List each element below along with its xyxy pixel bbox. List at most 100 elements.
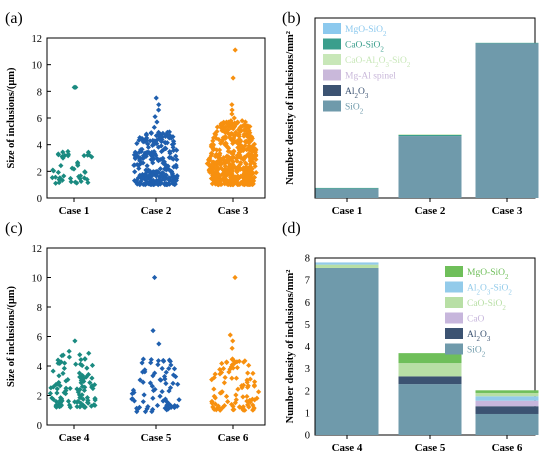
panel-a-point [74, 180, 80, 186]
panel-b-legend-swatch [323, 69, 341, 81]
panel-a-point [59, 177, 65, 183]
panel-c-point [246, 404, 252, 410]
panel-c-point [78, 400, 84, 406]
panel-c-point [163, 380, 169, 387]
panel-c-point [244, 379, 250, 385]
panel-b-category-label: Case 2 [415, 205, 446, 217]
panel-a-point [225, 158, 231, 164]
panel-a-point [149, 153, 155, 159]
panel-a-point [234, 166, 240, 172]
panel-c-point [80, 396, 86, 402]
panel-a-point [242, 160, 249, 166]
panel-a-point [55, 152, 62, 158]
panel-a-point [216, 172, 222, 178]
panel-c-point [167, 358, 173, 365]
panel-a-point [217, 150, 223, 157]
panel-c-point [164, 399, 170, 405]
panel-c-point [166, 388, 172, 394]
panel-c-point [59, 353, 65, 359]
panel-c-point [140, 356, 146, 362]
panel-c-point [129, 391, 135, 397]
panel-c-point [140, 379, 146, 385]
panel-c-point [250, 370, 256, 376]
panel-c-point [92, 382, 98, 388]
panel-a-point [151, 124, 157, 130]
panel-a-point [158, 173, 164, 179]
panel-c-point [75, 389, 81, 395]
panel-a-point [50, 167, 56, 173]
panel-b-bar-SiO2 [315, 188, 379, 198]
panel-d-legend-swatch [445, 297, 463, 308]
panel-c-point [82, 384, 88, 390]
panel-c-point [137, 377, 143, 383]
panel-c-point [162, 405, 168, 411]
panel-c-point [89, 375, 95, 381]
panel-c-point [170, 372, 177, 378]
panel-d-ytick-label: 7 [305, 276, 310, 287]
panel-a-category-label: Case 2 [141, 205, 172, 217]
panel-a-point [248, 138, 254, 144]
panel-c-point [150, 373, 156, 379]
panel-a-point [240, 172, 246, 179]
panel-a-point [69, 165, 75, 171]
panel-a-point [229, 107, 235, 113]
panel-a-point [161, 159, 168, 165]
panel-c-point [83, 374, 89, 380]
panel-a-ytick-label: 0 [37, 194, 42, 205]
panel-a-point [134, 181, 140, 187]
panel-a-point [234, 158, 240, 164]
panel-a-point [224, 154, 230, 160]
panel-c-point [150, 328, 156, 334]
panel-c-point [79, 373, 85, 379]
panel-a-point [216, 181, 222, 187]
panel-c-point [88, 403, 94, 409]
panel-c-point [252, 397, 258, 403]
panel-c-point [65, 398, 72, 404]
panel-c-point [230, 365, 236, 371]
panel-c-point [74, 399, 80, 405]
panel-b-category-label: Case 3 [492, 205, 523, 217]
panel-d-category-label: Case 5 [415, 442, 446, 454]
panel-a-point [82, 169, 88, 176]
panel-c-label: (c) [5, 220, 23, 237]
panel-d-bar-MgO-SiO2 [398, 353, 462, 364]
panel-a-ytick-label: 10 [32, 61, 43, 72]
panel-a-point [143, 180, 149, 186]
panel-a-point [170, 156, 176, 162]
panel-a-point [153, 173, 159, 179]
panel-c-point [74, 386, 80, 392]
panel-c-point [142, 369, 148, 375]
panel-c-point [144, 406, 150, 412]
panel-b-category-label: Case 1 [332, 205, 363, 217]
panel-a-point [139, 175, 146, 181]
panel-c-point [131, 398, 137, 404]
panel-a-point [142, 171, 148, 178]
panel-a-point [241, 131, 247, 137]
panel-a-point [235, 119, 241, 126]
panel-a-ytick-label: 4 [37, 141, 43, 152]
panel-c-point [58, 359, 64, 365]
panel-c-point [176, 397, 182, 403]
panel-a-point [229, 169, 235, 175]
panel-a-point [162, 146, 168, 152]
panel-a-point [145, 144, 152, 150]
panel-c-point [217, 407, 223, 413]
panel-c-point [242, 358, 248, 364]
panel-d-legend-swatch [445, 328, 463, 339]
panel-a-point [155, 169, 161, 175]
panel-a-point [89, 154, 95, 160]
panel-a-point [225, 127, 231, 133]
panel-c-point [211, 386, 217, 392]
panel-a-point [236, 133, 242, 140]
panel-a-point [222, 141, 228, 148]
panel-a-category-label: Case 3 [218, 205, 249, 217]
panel-a-point [67, 175, 74, 182]
panel-c-point [77, 361, 84, 367]
panel-c-point [56, 373, 62, 379]
panel-c-point [239, 384, 245, 391]
panel-c-point [250, 407, 256, 413]
panel-a-point [148, 173, 155, 179]
panel-c-point [163, 369, 169, 375]
panel-a-point [213, 169, 219, 175]
